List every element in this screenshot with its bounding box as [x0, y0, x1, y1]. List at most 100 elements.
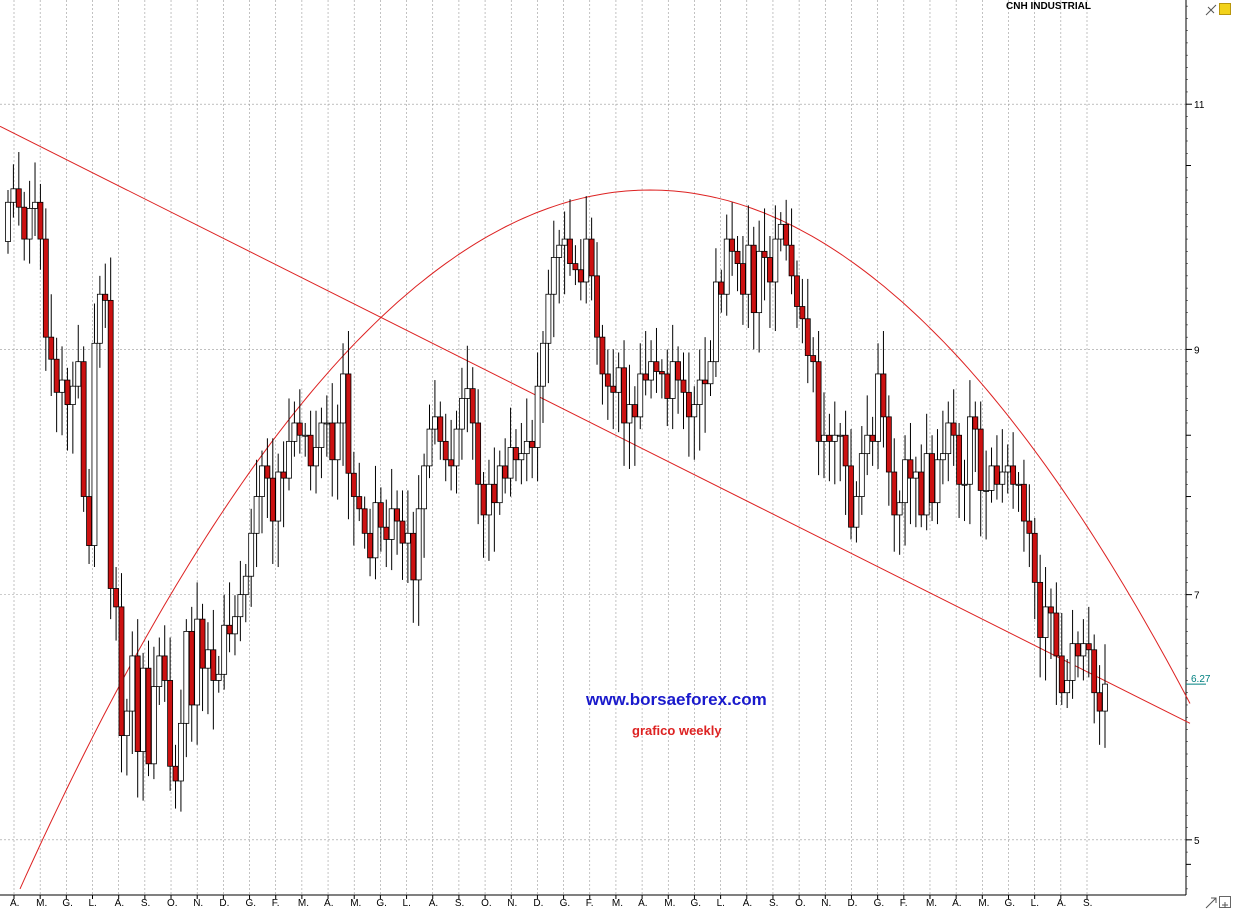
candle-up [902, 459, 908, 504]
candle-up [1042, 606, 1049, 638]
candle-up [372, 502, 379, 559]
candle-down [718, 281, 725, 295]
candle-up [896, 502, 903, 516]
candle-up [545, 293, 552, 344]
candle-down [226, 624, 233, 635]
candle-down [740, 263, 746, 295]
time-label: L. [717, 898, 725, 909]
candle-up [75, 361, 82, 387]
candle-up [961, 483, 968, 486]
time-label: M. [926, 898, 937, 909]
price-label: 5 [1194, 836, 1200, 847]
candle-down [134, 655, 141, 752]
time-label: F. [586, 898, 594, 909]
candle-down [37, 201, 44, 240]
candle-up [286, 440, 292, 479]
candle-down [307, 434, 314, 467]
candle-up [302, 434, 309, 437]
candle-up [561, 238, 568, 246]
candle-down [1075, 643, 1081, 657]
candle-up [777, 223, 784, 240]
candle-down [685, 391, 692, 418]
time-label: D. [219, 898, 229, 909]
candle-down [102, 293, 109, 301]
candle-down [172, 765, 179, 782]
time-label: M. [612, 898, 623, 909]
time-label: A. [743, 898, 752, 909]
candle-up [556, 244, 563, 258]
candle-down [734, 250, 741, 264]
candle-down [15, 188, 22, 208]
candle-down [1026, 520, 1033, 534]
candle-up [232, 616, 238, 635]
candle-up [534, 385, 541, 448]
time-label: G. [1004, 898, 1015, 909]
time-label: G. [874, 898, 885, 909]
candle-up [464, 388, 471, 399]
candle-up [772, 238, 779, 283]
candle-up [540, 342, 546, 387]
candle-down [145, 667, 152, 765]
scroll-arrows-icon[interactable] [1205, 896, 1217, 909]
time-label: M. [978, 898, 989, 909]
time-label: G. [246, 898, 257, 909]
candle-down [86, 496, 92, 546]
candle-up [26, 208, 33, 240]
candle-down [869, 434, 876, 442]
candle-up [831, 434, 838, 442]
candle-down [594, 275, 600, 338]
candle-up [626, 404, 633, 424]
candle-down [680, 379, 687, 393]
candle-down [621, 367, 627, 424]
candle-up [1015, 483, 1022, 486]
candle-down [437, 416, 444, 442]
candle-down [610, 385, 617, 393]
time-label: L. [1031, 898, 1039, 909]
ticker-title: CNH INDUSTRIAL [1006, 1, 1091, 12]
candle-up [615, 367, 622, 393]
time-label: A. [429, 898, 438, 909]
candle-down [885, 416, 892, 473]
candle-up [875, 373, 881, 442]
candle-down [1085, 643, 1092, 651]
zoom-icon[interactable] [1219, 896, 1231, 908]
candle-up [388, 508, 395, 540]
candle-up [340, 373, 346, 424]
candle-down [799, 306, 806, 320]
candle-down [977, 428, 984, 491]
candle-down [815, 361, 822, 442]
candle-down [502, 465, 509, 479]
candle-down [53, 358, 60, 393]
candle-down [567, 238, 573, 264]
crosshair-icon[interactable] [1205, 3, 1217, 16]
candle-up [156, 655, 163, 687]
candle-down [675, 361, 681, 381]
time-label: F. [272, 898, 280, 909]
candle-up [323, 422, 330, 425]
candle-down [394, 508, 400, 522]
candle-up [745, 244, 752, 295]
candle-down [1037, 581, 1044, 638]
candle-down [21, 206, 28, 240]
price-label: 7 [1194, 591, 1200, 602]
candle-down [658, 371, 665, 375]
candle-down [118, 606, 125, 737]
candle-down [167, 680, 174, 767]
time-label: O. [167, 898, 178, 909]
candle-down [399, 520, 406, 544]
candle-down [804, 318, 811, 356]
candle-up [837, 434, 844, 437]
time-label: G. [376, 898, 387, 909]
candle-down [750, 244, 757, 314]
candle-up [934, 459, 941, 504]
candle-down [513, 447, 519, 461]
candle-down [48, 336, 55, 360]
yellow-lock-icon[interactable] [1219, 3, 1231, 15]
candle-up [313, 447, 319, 467]
time-label: A. [115, 898, 124, 909]
falling-trendline [0, 125, 1191, 724]
candle-up [983, 490, 990, 492]
candle-up [756, 250, 763, 314]
candle-down [842, 434, 849, 467]
candle-up [259, 465, 265, 497]
